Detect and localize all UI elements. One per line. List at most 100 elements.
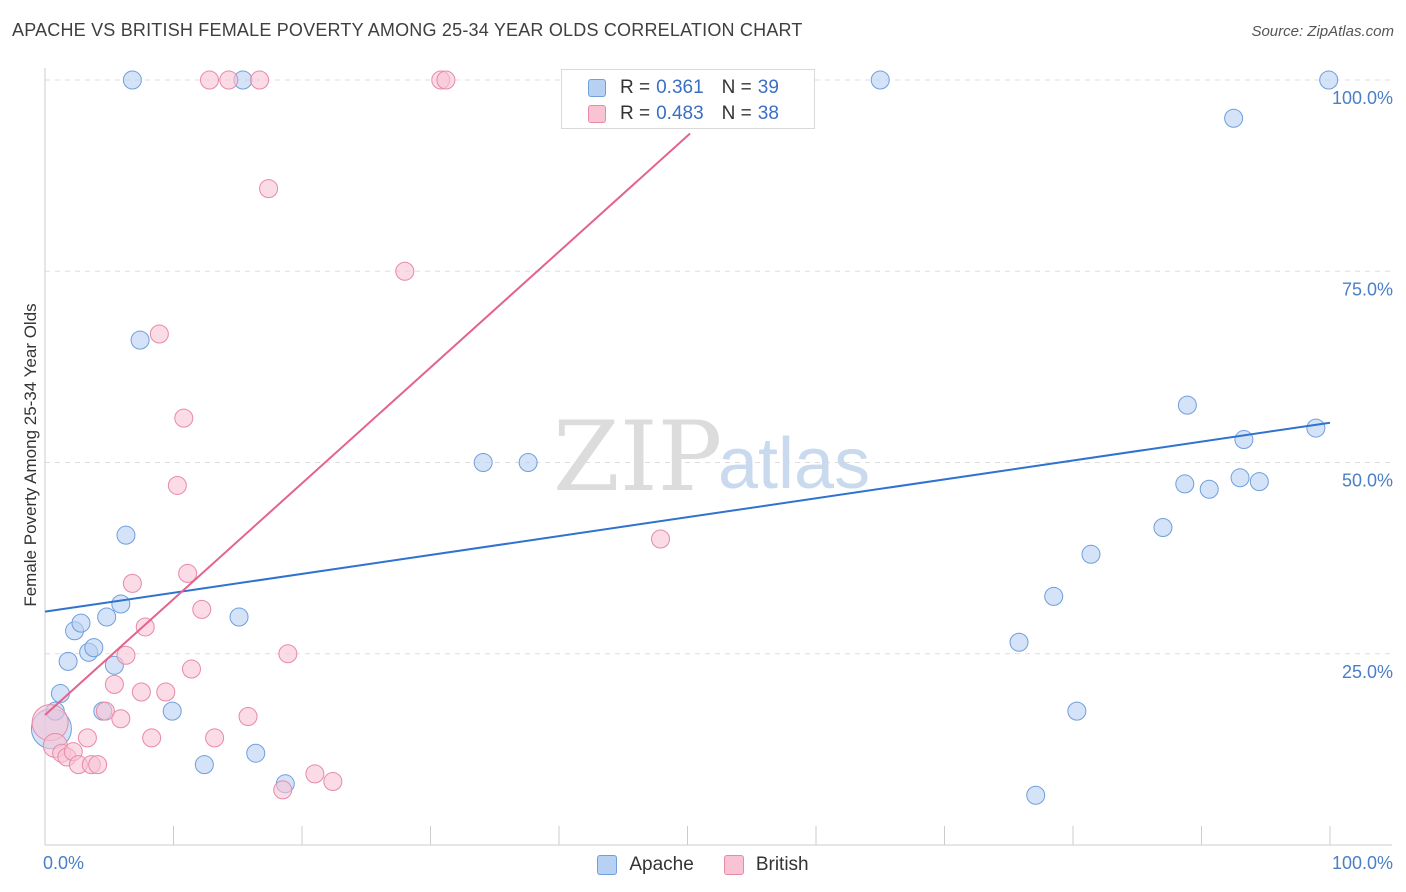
british-point (135, 617, 155, 637)
bottom-legend: Apache British (0, 852, 1406, 878)
legend-swatch-british (588, 105, 606, 123)
apache-point (1306, 418, 1326, 438)
legend-n-label: N = (721, 77, 752, 98)
british-point (278, 644, 298, 664)
apache-point (122, 70, 142, 90)
legend-r-value-apache: 0.361 (656, 77, 704, 98)
apache-point (130, 330, 150, 350)
british-point (116, 645, 136, 665)
gridlines (45, 79, 1392, 655)
british-point (156, 682, 176, 702)
british-point (77, 728, 97, 748)
y-tick-labels: 25.0% 50.0% 75.0% 100.0% (1332, 88, 1393, 682)
british-point (142, 728, 162, 748)
bottom-legend-british[interactable]: British (723, 852, 809, 878)
y-tick-label: 25.0% (1342, 662, 1393, 682)
legend-n-label: N = (721, 103, 752, 124)
apache-point (1199, 479, 1219, 499)
bottom-legend-apache[interactable]: Apache (597, 852, 694, 878)
british-trend-line (44, 132, 691, 716)
british-point (250, 70, 270, 90)
bottom-legend-swatch-british (723, 855, 744, 875)
apache-point (84, 638, 104, 658)
x-tick-label: 0.0% (43, 853, 84, 873)
apache-point (1230, 468, 1250, 488)
y-tick-label: 50.0% (1342, 471, 1393, 491)
apache-point (1175, 474, 1195, 494)
british-point (95, 701, 115, 721)
british-point (149, 324, 169, 344)
bottom-legend-label-british: British (755, 854, 809, 875)
legend-row-british: R = 0.483 N = 38 (588, 102, 779, 126)
british-point (199, 70, 219, 90)
british-points (31, 70, 671, 800)
british-point (174, 408, 194, 428)
legend-r-label: R = (620, 77, 651, 98)
british-point (104, 674, 124, 694)
british-point (273, 780, 293, 800)
axes (44, 68, 1392, 846)
legend-row-apache: R = 0.361 N = 39 (588, 76, 779, 100)
british-point (323, 772, 343, 792)
apache-point (1177, 395, 1197, 415)
british-point (178, 563, 198, 583)
apache-point (1234, 430, 1254, 450)
legend-n-value-apache: 39 (757, 77, 779, 98)
british-point (122, 573, 142, 593)
british-point (259, 179, 279, 199)
legend-r-label: R = (620, 103, 651, 124)
apache-point (71, 613, 91, 633)
apache-point (1319, 70, 1339, 90)
apache-point (1026, 785, 1046, 805)
bottom-legend-swatch-apache (597, 855, 618, 875)
chart-title: APACHE VS BRITISH FEMALE POVERTY AMONG 2… (12, 20, 803, 40)
apache-point (473, 453, 493, 472)
british-point (219, 70, 239, 90)
british-point (238, 706, 258, 726)
bottom-legend-label-apache: Apache (629, 854, 694, 875)
apache-point (1224, 108, 1244, 128)
apache-point (1153, 518, 1173, 538)
apache-point (1009, 632, 1029, 652)
british-point (111, 709, 131, 729)
apache-point (870, 70, 890, 90)
legend-n-value-british: 38 (757, 103, 779, 124)
british-point (436, 70, 456, 90)
y-tick-label: 75.0% (1342, 279, 1393, 299)
apache-point (97, 607, 117, 627)
apache-point (162, 701, 182, 721)
british-point (88, 755, 108, 775)
x-tick-labels: 0.0% 100.0% (43, 853, 1393, 873)
source-label: Source: ZipAtlas.com (1251, 23, 1394, 40)
british-point (167, 475, 187, 495)
y-axis-label: Female Poverty Among 25-34 Year Olds (21, 303, 40, 606)
apache-point (1067, 701, 1087, 721)
apache-point (229, 607, 249, 627)
british-point (192, 599, 212, 619)
apache-point (116, 525, 136, 545)
trend-lines (44, 132, 1331, 716)
british-point (205, 728, 225, 748)
british-point (395, 261, 415, 281)
legend-box: R = 0.361 N = 39 R = 0.483 N = 38 (561, 69, 815, 129)
apache-point (111, 594, 131, 614)
apache-point (194, 755, 214, 775)
watermark-zip: ZIP (553, 401, 722, 513)
apache-point (518, 453, 538, 472)
apache-point (1081, 544, 1101, 564)
apache-point (58, 651, 78, 671)
apache-point (1249, 472, 1269, 492)
british-point (181, 659, 201, 679)
british-point (305, 764, 325, 784)
british-point (131, 682, 151, 702)
watermark: ZIP atlas (553, 401, 870, 513)
y-tick-label: 100.0% (1332, 88, 1393, 108)
legend-swatch-apache (588, 79, 606, 97)
apache-trend-line (44, 421, 1331, 613)
legend-r-value-british: 0.483 (656, 103, 704, 124)
apache-point (246, 743, 266, 763)
apache-point (1044, 586, 1064, 606)
british-point (651, 529, 671, 549)
x-tick-label: 100.0% (1332, 853, 1393, 873)
